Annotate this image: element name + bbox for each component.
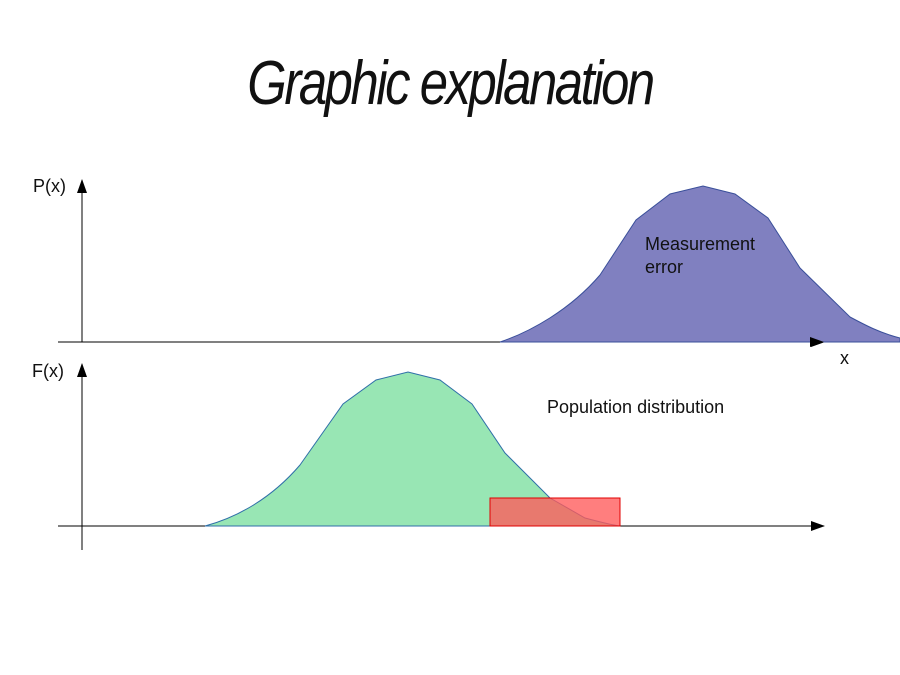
f-axis-label: F(x) — [32, 361, 64, 381]
x-axis-label: x — [840, 348, 849, 368]
measurement-error-label-line1: Measurement — [645, 234, 755, 254]
p-axis-label: P(x) — [33, 176, 66, 196]
p-axis-arrowhead — [810, 337, 824, 347]
measurement-error-curve — [499, 185, 900, 343]
population-distribution-label: Population distribution — [547, 397, 724, 417]
measurement-error-label-line2: error — [645, 257, 683, 277]
overlap-region — [489, 497, 621, 527]
slide-title: Graphic explanation — [247, 49, 655, 118]
